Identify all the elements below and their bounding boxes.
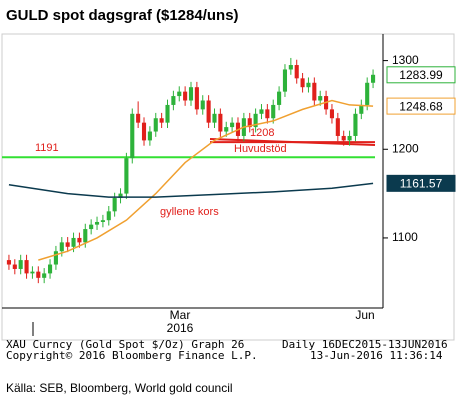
candle-body <box>130 113 135 159</box>
candle-body <box>253 113 258 128</box>
candle-body <box>89 224 94 230</box>
candle-body <box>365 82 370 105</box>
y-tick-label: 1200 <box>392 141 419 155</box>
annotation: gyllene kors <box>160 206 219 218</box>
candle-body <box>282 69 288 92</box>
level-label: 1208 <box>250 127 274 139</box>
annotation: Huvudstöd <box>234 143 287 155</box>
x-label: Mar <box>170 308 191 322</box>
candle-body <box>177 91 182 97</box>
candle-body <box>53 251 58 265</box>
candle-body <box>47 264 53 274</box>
candle-body <box>353 113 358 136</box>
candle-body <box>347 135 352 141</box>
x-label: 2016 <box>167 321 194 335</box>
candle-body <box>24 260 29 274</box>
candle-body <box>312 82 317 101</box>
candle-body <box>100 220 105 222</box>
source: Källa: SEB, Bloomberg, World gold counci… <box>6 381 233 395</box>
candle-body <box>118 193 123 199</box>
footer: 13-Jun-2016 11:36:14 <box>310 349 443 362</box>
candle-body <box>12 264 17 269</box>
candle-body <box>183 91 188 101</box>
candle-body <box>300 78 305 88</box>
candle-body <box>77 237 82 243</box>
footer: Daily 16DEC2015-13JUN2016 <box>282 338 448 351</box>
candle-body <box>306 82 311 88</box>
candle-body <box>218 113 223 132</box>
candle-body <box>6 260 11 265</box>
candle-body <box>36 271 41 278</box>
moving-average <box>8 182 374 198</box>
y-tick-label: 1100 <box>392 230 418 244</box>
value-box <box>386 174 456 192</box>
candle-body <box>136 113 141 123</box>
candle-body <box>147 131 152 141</box>
moving-average <box>38 99 374 261</box>
value-box-label: 1283.99 <box>399 68 443 82</box>
candle-body <box>171 96 176 105</box>
candle-body <box>230 122 235 128</box>
candle-body <box>329 109 335 119</box>
level-label: 1191 <box>35 142 59 154</box>
candle-body <box>335 118 340 136</box>
footer: XAU Curncy (Gold Spot $/Oz) Graph 26 <box>6 338 244 351</box>
candle-body <box>265 109 270 119</box>
candle-body <box>371 74 376 83</box>
candle-body <box>359 104 364 114</box>
candle-body <box>271 104 276 119</box>
candle-body <box>288 65 293 70</box>
candle-body <box>318 96 323 101</box>
value-box-label: 1248.68 <box>399 99 443 113</box>
candle-body <box>83 229 88 243</box>
chart-title: GULD spot dagsgraf ($1284/uns) <box>6 7 239 24</box>
candle-body <box>30 271 35 274</box>
candle-body <box>112 198 117 212</box>
frame <box>1 33 455 341</box>
candle-body <box>206 100 211 123</box>
candle-body <box>18 260 23 269</box>
candle-body <box>224 127 229 132</box>
footer: Copyright© 2016 Bloomberg Finance L.P. <box>6 349 258 362</box>
candle-body <box>277 91 282 105</box>
value-box-label: 1161.57 <box>400 177 443 191</box>
candle-body <box>124 158 129 194</box>
value-box <box>386 97 456 115</box>
candle-body <box>200 100 205 110</box>
candle-body <box>42 273 47 278</box>
candle-body <box>65 242 70 247</box>
candle-body <box>247 118 252 128</box>
candle-body <box>59 242 64 252</box>
y-tick-label: 1300 <box>392 53 419 67</box>
x-label: Jun <box>355 308 374 322</box>
candle-body <box>259 109 264 114</box>
candle-body <box>153 118 158 132</box>
candle-body <box>294 65 299 79</box>
candle-body <box>159 118 164 123</box>
value-box <box>386 66 456 84</box>
candle-body <box>71 237 76 247</box>
candle-body <box>141 122 147 141</box>
candle-body <box>94 221 100 225</box>
candle-body <box>194 87 199 110</box>
candle-body <box>212 113 217 123</box>
candle-body <box>165 104 170 123</box>
candle-body <box>106 211 111 221</box>
candle-body <box>188 87 194 101</box>
candle-body <box>341 135 346 141</box>
